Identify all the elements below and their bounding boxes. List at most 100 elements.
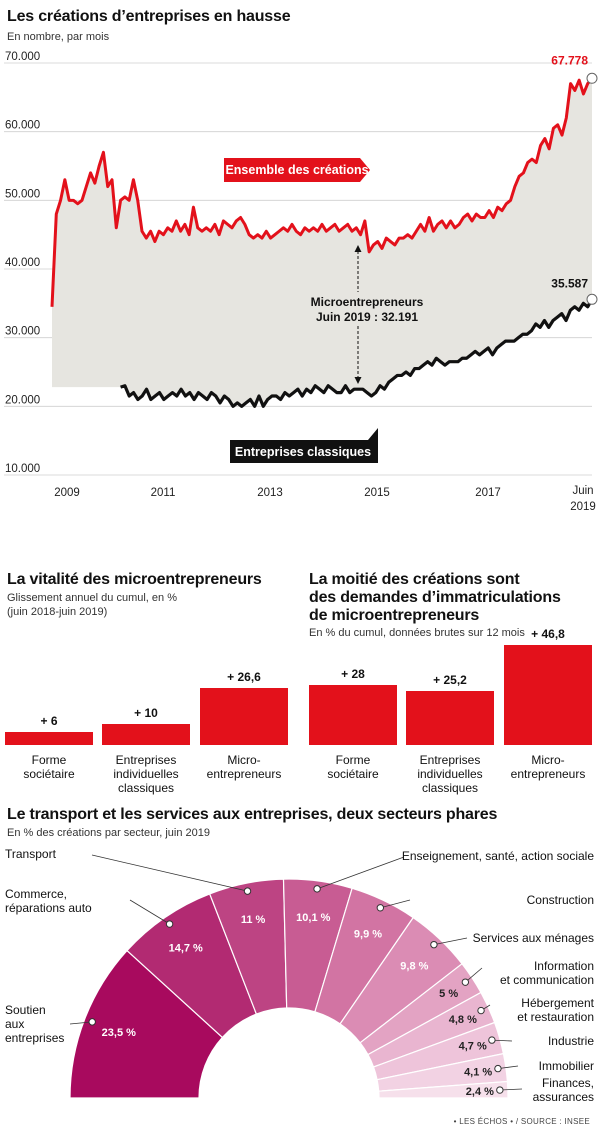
bar-category-label: individuelles <box>113 767 179 781</box>
bar-category: Entreprises individuelles classiques <box>394 753 506 795</box>
donut-slice <box>69 949 224 1099</box>
y-tick-label: 40.000 <box>5 257 40 269</box>
leader-line <box>316 856 405 890</box>
leader-dot <box>494 1064 502 1073</box>
bar-category: Forme sociétaire <box>297 753 409 781</box>
leader-dot <box>477 1006 485 1015</box>
bar-value-label: + 46,8 <box>531 627 565 641</box>
donut-slice-label: assurances <box>533 1090 594 1104</box>
bar-chart-1-subtitle-line2: (juin 2018-juin 2019) <box>7 606 108 618</box>
annotation-text-line1: Microentrepreneurs <box>311 295 424 309</box>
bar-value-label: + 6 <box>40 714 58 729</box>
line-chart: 70.000 60.000 50.000 40.000 30.000 20.000 10.0… <box>4 51 598 513</box>
x-tick-label: 2019 <box>570 501 596 513</box>
donut-slice-value: 9,8 % <box>400 960 428 972</box>
leader-dot <box>461 978 470 986</box>
y-tick-label: 50.000 <box>5 188 40 200</box>
donut-slice-label: Hébergement <box>521 996 594 1010</box>
bar-category: Forme sociétaire <box>0 753 105 781</box>
source-credit: • LES ÉCHOS • / SOURCE : INSEE <box>453 1117 590 1126</box>
bar <box>309 685 397 745</box>
annotation-arrowhead-up <box>354 245 362 252</box>
bar-chart-2-title-line2: des demandes d’immatriculations <box>309 589 561 606</box>
line-chart-title: Les créations d’entreprises en hausse <box>7 8 291 25</box>
donut-slice-label: Transport <box>5 847 57 861</box>
annotation-arrowhead-down <box>354 377 362 384</box>
bar-category-label: Entreprises <box>115 753 177 767</box>
leader-dot <box>88 1018 96 1026</box>
donut-slice-label: Immobilier <box>539 1059 594 1073</box>
bar <box>406 691 494 745</box>
end-value-ensemble: 67.778 <box>551 53 588 67</box>
donut-slice-value: 9,9 % <box>354 928 382 940</box>
y-tick-label: 20.000 <box>5 394 40 406</box>
donut-chart-subtitle: En % des créations par secteur, juin 201… <box>7 827 211 839</box>
end-value-classiques: 35.587 <box>551 276 588 290</box>
donut-slice-value: 5 % <box>439 988 458 1000</box>
bar-value-label: + 26,6 <box>227 670 261 685</box>
bar-value-label: + 10 <box>134 705 158 720</box>
bar-chart-1-title: La vitalité des microentrepreneurs <box>7 571 262 588</box>
donut-slice-label: Finances, <box>542 1076 594 1090</box>
series-line-classiques <box>120 298 594 408</box>
x-tick-label: 2009 <box>54 487 80 499</box>
leader-dot <box>165 920 174 928</box>
endpoint-marker-ensemble <box>586 72 598 84</box>
bar <box>504 645 592 745</box>
area-between-series <box>52 78 592 407</box>
leader-dot <box>243 887 252 895</box>
bar-category: Entreprises individuelles classiques <box>90 753 202 795</box>
series-label-box-ensemble <box>224 158 370 182</box>
y-tick-label: 60.000 <box>5 120 40 132</box>
bar-category: Micro-entrepreneurs <box>188 753 300 781</box>
series-line-ensemble <box>50 77 594 307</box>
bar-category-label: individuelles <box>417 767 483 781</box>
y-tick-label: 10.000 <box>5 463 40 475</box>
donut-slice-label: Soutien <box>5 1003 46 1017</box>
x-tick-label: 2011 <box>151 487 176 499</box>
bar-chart-2-title-line3: de microentrepreneurs <box>309 607 480 624</box>
bar-category: Micro-entrepreneurs <box>492 753 600 781</box>
donut-slice-label: Enseignement, santé, action sociale <box>402 849 594 863</box>
bar <box>5 732 93 745</box>
leader-line <box>499 1088 523 1091</box>
annotation-text-line2: Juin 2019 : 32.191 <box>316 310 418 324</box>
y-tick-label: 30.000 <box>5 326 40 338</box>
donut-slice-label: Industrie <box>548 1034 594 1048</box>
line-chart-subtitle: En nombre, par mois <box>7 31 110 43</box>
bar <box>200 688 288 745</box>
donut-slice-value: 4,1 % <box>464 1066 492 1078</box>
bar-chart-1: + 6 Forme sociétaire + 10 Entreprises individ… <box>0 620 300 795</box>
endpoint-marker-classiques <box>586 293 598 305</box>
bar-category-label: entrepreneurs <box>206 767 282 781</box>
x-tick-label: 2017 <box>475 487 501 499</box>
bar-category-label: Micro- <box>227 753 261 767</box>
bar <box>102 723 190 745</box>
donut-slice-value: 23,5 % <box>102 1027 136 1039</box>
bar-chart-2-subtitle: En % du cumul, données brutes sur 12 moi… <box>309 627 525 639</box>
donut-slice-label: aux <box>5 1017 24 1031</box>
donut-slice-label: entreprises <box>5 1031 64 1045</box>
donut-slice-value: 4,7 % <box>459 1041 487 1053</box>
x-tick-label: 2015 <box>364 487 390 499</box>
x-tick-label: 2013 <box>257 487 283 499</box>
donut-slice <box>378 1080 509 1099</box>
bar-category-label: Forme <box>335 753 371 767</box>
donut-slice-label: réparations auto <box>5 901 92 915</box>
donut-slice-value: 14,7 % <box>169 943 203 955</box>
leader-line <box>380 899 411 909</box>
bar-category-label: classiques <box>117 781 175 795</box>
donut-slice-label: Services aux ménages <box>473 931 594 945</box>
leader-line <box>69 1021 93 1025</box>
donut-slice-value: 10,1 % <box>296 912 330 924</box>
leader-dot <box>376 904 385 912</box>
donut-chart: 23,5 % 14,7 % 11 % 10,1 % 9,9 % 9,8 % 5 % 4,8 %… <box>5 847 595 1104</box>
bar-chart-2: + 28 Forme sociétaire + 25,2 Entreprises indi… <box>297 620 600 795</box>
leader-dot <box>488 1036 496 1044</box>
bar-category-label: Micro- <box>531 753 565 767</box>
donut-slice-value: 4,8 % <box>449 1014 477 1026</box>
donut-slice-label: et communication <box>500 973 594 987</box>
bar-category-label: entrepreneurs <box>510 767 586 781</box>
bar-category-label: Entreprises <box>419 753 481 767</box>
